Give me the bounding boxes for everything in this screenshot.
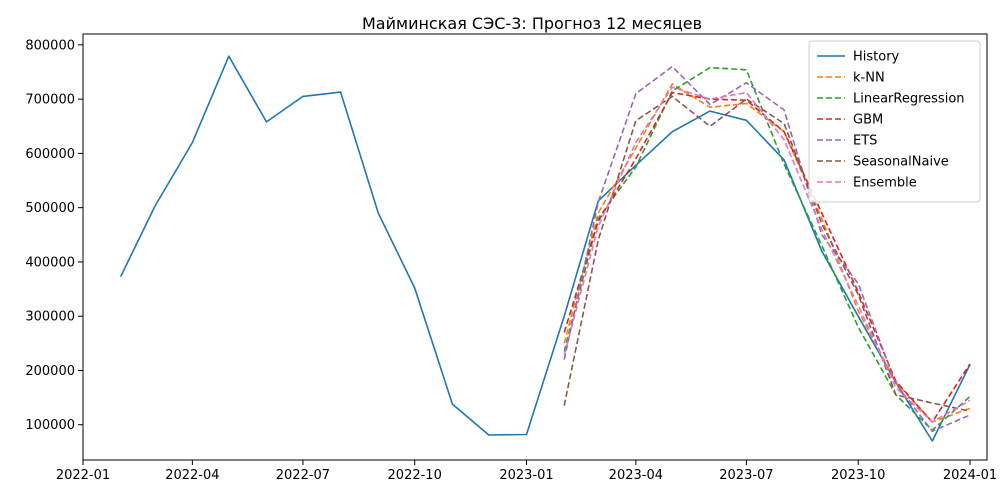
plot-lines bbox=[119, 55, 971, 442]
legend: History k-NN LinearRegression GBM ETS Seasona… bbox=[808, 40, 981, 203]
y-tick-label: 300000 bbox=[25, 310, 75, 325]
x-tick-label: 2023-04 bbox=[609, 468, 663, 483]
legend-label: k-NN bbox=[853, 71, 885, 86]
series-line-ets bbox=[563, 65, 971, 433]
y-tick-label: 700000 bbox=[25, 93, 75, 108]
legend-label: LinearRegression bbox=[853, 92, 965, 107]
y-tick-label: 800000 bbox=[25, 38, 75, 53]
chart-title: Майминская СЭС-3: Прогноз 12 месяцев bbox=[362, 14, 702, 33]
legend-label: Ensemble bbox=[853, 176, 917, 191]
y-tick-label: 500000 bbox=[25, 201, 75, 216]
y-axis: 100000 200000 300000 400000 500000 600000 7000… bbox=[25, 38, 83, 433]
legend-label: SeasonalNaive bbox=[853, 155, 949, 170]
x-tick-label: 2023-10 bbox=[831, 468, 885, 483]
y-tick-label: 100000 bbox=[25, 418, 75, 433]
x-axis: 2022-01 2022-04 2022-07 2022-10 2023-01 2023-… bbox=[56, 460, 997, 483]
series-line-history bbox=[119, 55, 971, 442]
legend-label: History bbox=[853, 50, 900, 65]
x-tick-label: 2023-01 bbox=[499, 468, 553, 483]
x-tick-label: 2023-07 bbox=[719, 468, 773, 483]
plot-frame bbox=[82, 33, 988, 461]
x-tick-label: 2022-04 bbox=[165, 468, 219, 483]
y-tick-label: 400000 bbox=[25, 255, 75, 270]
x-tick-label: 2022-07 bbox=[276, 468, 330, 483]
legend-label: GBM bbox=[853, 113, 883, 128]
series-line-seasonalnaive bbox=[563, 95, 971, 412]
y-tick-label: 600000 bbox=[25, 147, 75, 162]
legend-label: ETS bbox=[853, 134, 877, 149]
x-tick-label: 2022-01 bbox=[56, 468, 110, 483]
x-tick-label: 2024-01 bbox=[943, 468, 997, 483]
series-line-ensemble bbox=[563, 86, 971, 423]
x-tick-label: 2022-10 bbox=[388, 468, 442, 483]
legend-box bbox=[808, 40, 981, 203]
y-tick-label: 200000 bbox=[25, 364, 75, 379]
